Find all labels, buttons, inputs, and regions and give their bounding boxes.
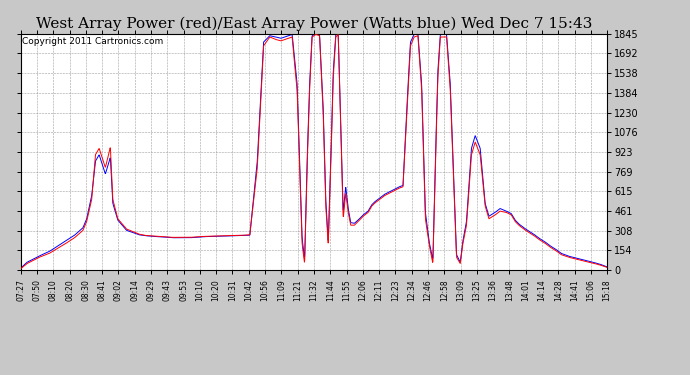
Text: Copyright 2011 Cartronics.com: Copyright 2011 Cartronics.com <box>22 37 163 46</box>
Title: West Array Power (red)/East Array Power (Watts blue) Wed Dec 7 15:43: West Array Power (red)/East Array Power … <box>36 17 592 31</box>
